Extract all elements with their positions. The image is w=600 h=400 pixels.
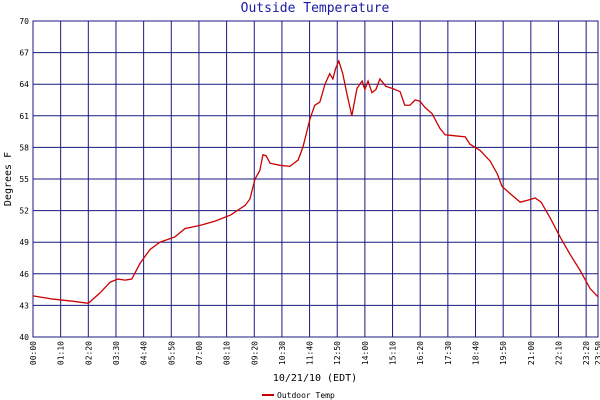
x-tick-label: 07:00	[195, 341, 204, 365]
x-tick-label: 03:30	[112, 341, 121, 365]
x-tick-label: 05:50	[167, 341, 176, 365]
y-tick-label: 49	[19, 238, 29, 247]
chart-title: Outside Temperature	[241, 1, 390, 16]
x-tick-label: 02:20	[84, 341, 93, 365]
x-tick-label: 08:10	[223, 341, 232, 365]
x-tick-label: 15:10	[389, 341, 398, 365]
x-tick-label: 21:00	[527, 341, 536, 365]
x-axis-label: 10/21/10 (EDT)	[273, 373, 357, 384]
x-tick-label: 18:40	[472, 341, 481, 365]
x-tick-label: 23:20	[582, 341, 591, 365]
y-tick-label: 43	[19, 301, 29, 310]
x-tick-label: 22:10	[554, 341, 563, 365]
y-tick-label: 61	[19, 112, 29, 121]
y-tick-label: 55	[19, 175, 29, 184]
y-axis-label: Degrees F	[3, 152, 14, 206]
x-tick-label: 23:50	[594, 341, 600, 365]
x-tick-label: 10:30	[278, 341, 287, 365]
y-tick-label: 46	[19, 270, 29, 279]
x-tick-label: 16:20	[416, 341, 425, 365]
y-tick-label: 58	[19, 143, 29, 152]
data-line	[32, 59, 599, 304]
x-tick-label: 19:50	[499, 341, 508, 365]
x-tick-label: 00:00	[29, 341, 38, 365]
x-tick-label: 04:40	[140, 341, 149, 365]
x-tick-label: 14:00	[361, 341, 370, 365]
y-tick-label: 70	[19, 17, 29, 26]
y-tick-label: 40	[19, 333, 29, 342]
y-tick-label: 67	[19, 49, 29, 58]
x-tick-label: 17:30	[444, 341, 453, 365]
x-tick-label: 09:20	[250, 341, 259, 365]
x-tick-label: 01:10	[57, 341, 66, 365]
legend-label: Outdoor Temp	[277, 391, 335, 400]
y-tick-label: 52	[19, 207, 29, 216]
x-tick-label: 12:50	[333, 341, 342, 365]
x-tick-label: 11:40	[306, 341, 315, 365]
y-tick-label: 64	[19, 80, 29, 89]
